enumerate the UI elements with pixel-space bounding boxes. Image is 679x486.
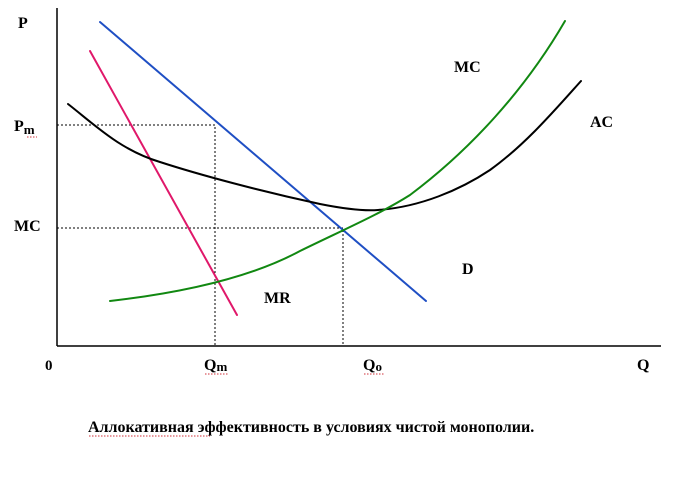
- mc-curve-label: MC: [454, 59, 481, 76]
- mc-curve: [109, 20, 566, 302]
- y-mark-mc: MC: [14, 218, 41, 235]
- ac-curve: [67, 80, 582, 212]
- y-mark-pm: Pm: [14, 118, 35, 137]
- demand-curve-label: D: [462, 261, 474, 278]
- pm-qm-guide: [57, 124, 216, 346]
- demand-curve: [99, 21, 427, 302]
- mr-curve: [89, 50, 238, 316]
- ac-curve-label: AC: [590, 114, 613, 131]
- y-axis-label: P: [18, 15, 28, 32]
- mr-curve-label: MR: [264, 290, 291, 307]
- figure-caption: Аллокативная эффективность в условиях чи…: [88, 419, 534, 436]
- mc-qo-guide: [57, 227, 344, 346]
- x-mark-qm: Qm: [204, 357, 227, 374]
- x-mark-qo: Qo: [363, 357, 382, 374]
- origin-label: 0: [45, 358, 53, 374]
- x-axis-label: Q: [637, 357, 649, 374]
